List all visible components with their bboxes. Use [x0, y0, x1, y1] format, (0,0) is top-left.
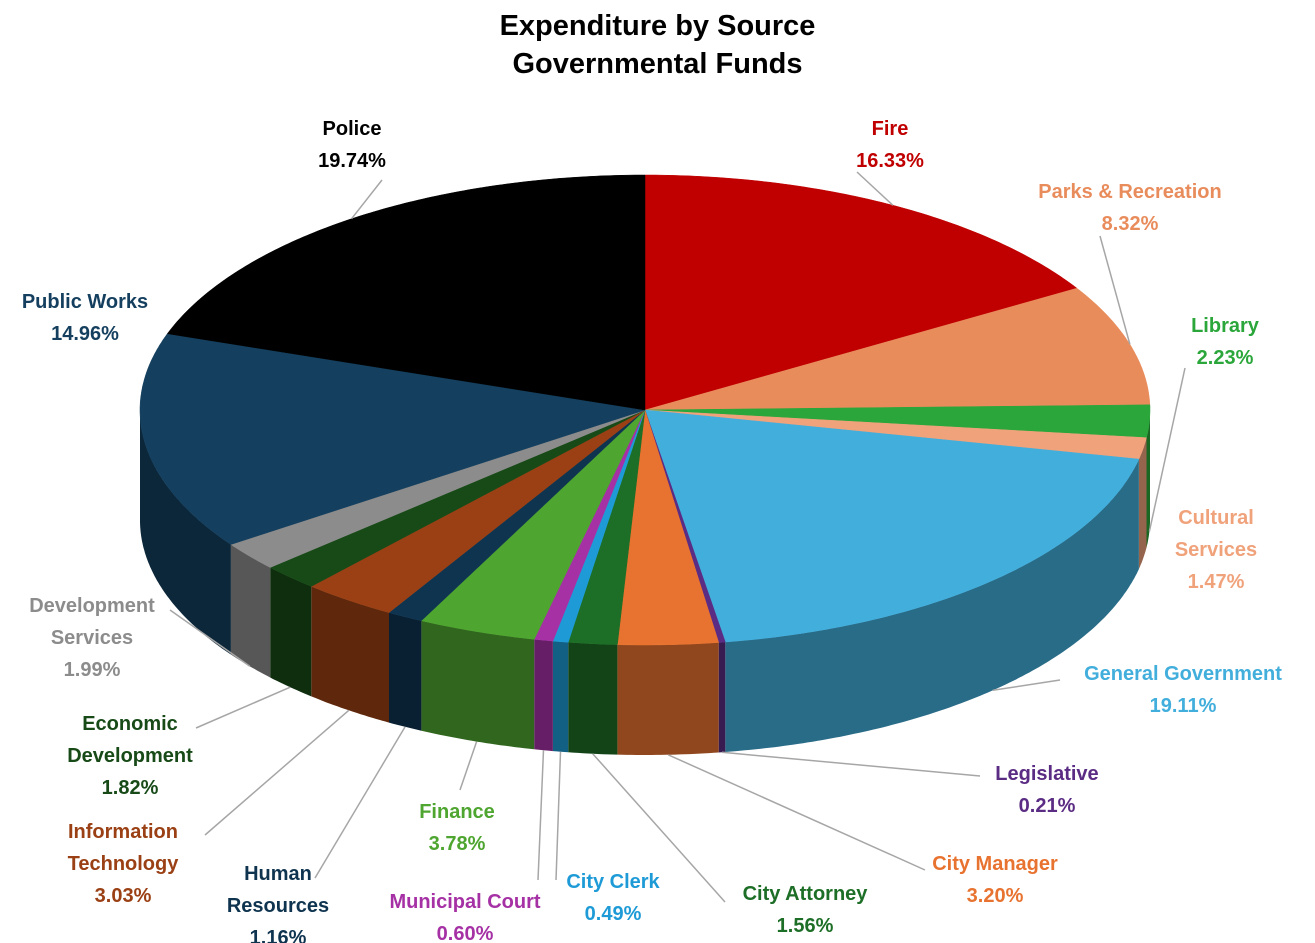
leader-lines [169, 171, 1186, 903]
category-label: Fire [871, 118, 909, 140]
slice-side [389, 612, 422, 731]
data-label: Finance 3.78% [397, 796, 517, 860]
leader-line [204, 709, 350, 836]
pie-tops [139, 174, 1151, 646]
slice [420, 409, 646, 640]
leader-line [992, 679, 1061, 692]
category-label: Information Technology [67, 821, 179, 875]
leader-line [537, 750, 545, 881]
data-label: Cultural Services 1.47% [1161, 502, 1271, 598]
category-label: Municipal Court [389, 891, 541, 913]
data-label: Human Resources 1.16% [213, 858, 343, 943]
slice-side [1138, 437, 1147, 570]
slice [644, 404, 1151, 438]
value-label: 14.96% [51, 323, 119, 345]
data-label: Development Services 1.99% [7, 590, 177, 686]
value-label: 1.56% [776, 915, 834, 937]
leader-line [350, 179, 383, 220]
category-label: Cultural Services [1174, 507, 1258, 561]
data-label: Information Technology 3.03% [43, 816, 203, 912]
slice-side [140, 410, 231, 655]
data-label: Library 2.23% [1165, 310, 1285, 374]
leader-line [1148, 367, 1186, 532]
leader-line [592, 753, 726, 903]
category-label: Legislative [995, 763, 1099, 785]
chart-title: Expenditure by Source [499, 10, 816, 42]
slice [269, 409, 646, 587]
slice-side [270, 567, 312, 697]
value-label: 1.82% [101, 777, 159, 799]
value-label: 1.16% [249, 927, 307, 943]
data-label: Economic Development 1.82% [50, 708, 210, 804]
data-label: City Clerk 0.49% [548, 866, 678, 930]
chart-subtitle: Governmental Funds [512, 48, 803, 80]
category-label: City Clerk [566, 871, 660, 893]
leader-line [195, 686, 291, 729]
value-label: 3.78% [428, 833, 486, 855]
value-label: 0.60% [436, 923, 494, 943]
value-label: 0.21% [1018, 795, 1076, 817]
leader-line [856, 171, 894, 206]
value-label: 3.03% [94, 885, 152, 907]
slice [310, 409, 646, 613]
slice-side [311, 586, 389, 723]
category-label: Police [322, 118, 382, 140]
category-label: Parks & Recreation [1038, 181, 1222, 203]
value-label: 16.33% [856, 150, 924, 172]
category-label: City Attorney [742, 883, 868, 905]
data-label: Parks & Recreation 8.32% [1000, 176, 1260, 240]
leader-line [555, 751, 562, 881]
data-label: City Attorney 1.56% [705, 878, 905, 942]
data-label: Police 19.74% [282, 113, 422, 177]
data-label: General Government 19.11% [1053, 658, 1313, 722]
category-label: Economic Development [67, 713, 193, 767]
slice [644, 409, 1140, 643]
category-label: General Government [1084, 663, 1282, 685]
data-label: Legislative 0.21% [967, 758, 1127, 822]
slice-side [552, 641, 569, 753]
slice-side [568, 642, 618, 755]
category-label: City Manager [932, 853, 1058, 875]
data-label: City Manager 3.20% [895, 848, 1095, 912]
value-label: 0.49% [584, 903, 642, 925]
slice-side [230, 544, 271, 678]
slice-side [1146, 410, 1150, 548]
slice [230, 409, 646, 568]
slice-side [617, 642, 719, 755]
leader-line [1099, 235, 1131, 345]
slice-side [421, 620, 535, 750]
slice [388, 409, 646, 621]
leader-line [314, 726, 406, 879]
data-label: Fire 16.33% [790, 113, 990, 177]
slice-side [725, 459, 1139, 752]
value-label: 1.47% [1187, 571, 1245, 593]
category-label: Public Works [21, 291, 149, 313]
leader-line [169, 609, 251, 667]
slice [139, 333, 646, 545]
pie-sides [140, 410, 1150, 755]
data-label: Municipal Court 0.60% [360, 886, 570, 943]
value-label: 3.20% [966, 885, 1024, 907]
category-label: Development Services [29, 595, 155, 649]
value-label: 19.74% [318, 150, 386, 172]
leader-line [459, 741, 478, 791]
category-label: Finance [419, 801, 495, 823]
slice [617, 409, 720, 646]
leader-line [667, 754, 926, 871]
category-label: Human Resources [226, 863, 330, 917]
value-label: 2.23% [1196, 347, 1254, 369]
category-label: Library [1191, 315, 1259, 337]
value-label: 19.11% [1149, 695, 1217, 717]
value-label: 8.32% [1101, 213, 1159, 235]
leader-line [721, 751, 981, 777]
slice-side [534, 639, 553, 752]
slice-side [718, 642, 726, 753]
data-label: Public Works 14.96% [0, 286, 185, 350]
value-label: 1.99% [63, 659, 121, 681]
